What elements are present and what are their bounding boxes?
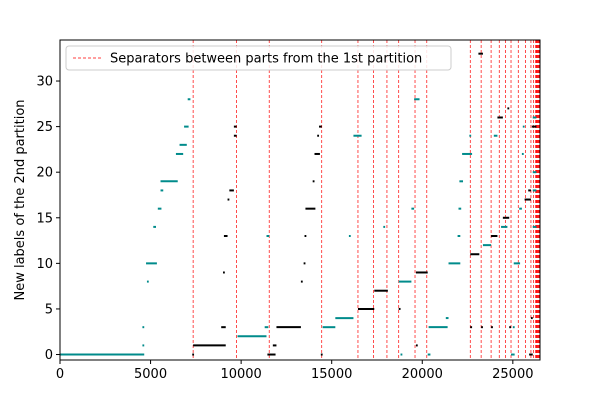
y-axis-title: New labels of the 2nd partition <box>13 99 28 300</box>
y-tick-label: 20 <box>36 166 53 181</box>
legend-label-separators: Separators between parts from the 1st pa… <box>110 52 422 67</box>
x-tick-label: 10000 <box>220 367 261 382</box>
y-tick-label: 10 <box>36 257 53 272</box>
y-tick-label: 15 <box>36 211 53 226</box>
y-tick-label: 25 <box>36 120 53 135</box>
plot-frame <box>59 39 541 361</box>
x-tick-label: 0 <box>56 367 64 382</box>
legend-box <box>65 45 452 71</box>
y-tick-label: 30 <box>36 75 53 90</box>
y-axis: 0 5 10 15 20 25 30 <box>36 75 60 363</box>
data-segments <box>60 52 537 356</box>
y-tick-label: 5 <box>45 302 53 317</box>
x-axis: 0 5000 10000 15000 20000 25000 <box>56 360 534 382</box>
y-tick-label: 0 <box>45 348 53 363</box>
separator-lines <box>192 40 540 360</box>
legend: Separators between parts from the 1st pa… <box>65 45 452 71</box>
x-tick-label: 15000 <box>311 367 352 382</box>
x-tick-label: 20000 <box>402 367 443 382</box>
x-tick-label: 5000 <box>134 367 167 382</box>
x-tick-label: 25000 <box>492 367 533 382</box>
